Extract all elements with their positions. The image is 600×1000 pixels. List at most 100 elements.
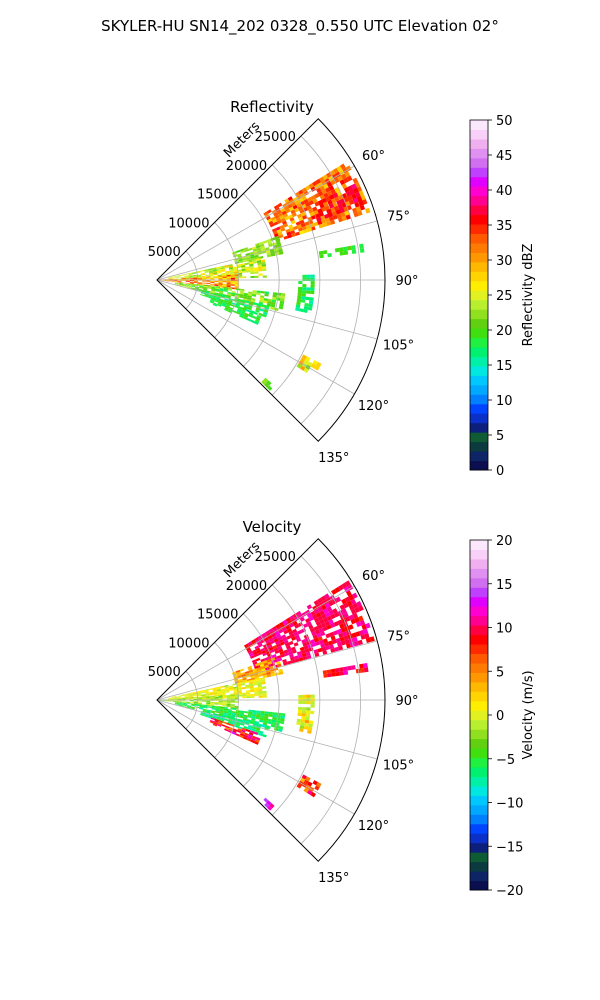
data-cell xyxy=(287,234,293,239)
data-cell xyxy=(200,713,205,716)
data-cell xyxy=(226,277,231,280)
colorbar-swatch xyxy=(470,587,488,598)
data-cell xyxy=(199,706,204,708)
data-cell xyxy=(299,616,306,622)
data-cell xyxy=(279,300,285,305)
data-cell xyxy=(238,276,243,279)
data-cell xyxy=(241,673,246,677)
data-cell xyxy=(239,712,245,715)
data-cell xyxy=(182,704,188,706)
data-cell xyxy=(266,658,272,663)
data-cell xyxy=(271,719,277,723)
data-cell xyxy=(239,733,245,737)
colorbar-tick-label: −15 xyxy=(496,840,523,855)
data-cell xyxy=(301,215,308,220)
data-cell xyxy=(357,639,363,646)
data-cell xyxy=(248,709,253,713)
data-cell xyxy=(264,715,269,719)
data-cell xyxy=(229,271,234,274)
data-cell xyxy=(246,256,251,260)
data-cell xyxy=(306,694,311,698)
angle-tick-label: 105° xyxy=(383,759,414,774)
data-cell xyxy=(321,613,327,620)
data-cell xyxy=(236,673,242,677)
data-cell xyxy=(306,701,311,705)
colorbar-swatch xyxy=(470,394,488,405)
data-cell xyxy=(335,671,341,677)
data-cell xyxy=(279,720,285,725)
data-cell xyxy=(305,776,311,782)
data-cell xyxy=(240,299,246,303)
data-cell xyxy=(212,296,217,299)
data-cell xyxy=(189,280,194,282)
data-cell xyxy=(184,693,189,695)
data-cell xyxy=(285,617,291,623)
data-cell xyxy=(312,198,318,204)
colorbar-swatch xyxy=(470,653,488,664)
data-cell xyxy=(241,268,246,272)
data-cell xyxy=(323,192,329,199)
data-cell xyxy=(209,274,214,276)
data-cell xyxy=(339,251,345,256)
data-cell xyxy=(192,694,197,696)
data-cell xyxy=(210,281,215,284)
data-cell xyxy=(237,298,242,302)
data-cell xyxy=(202,277,207,279)
data-cell xyxy=(268,637,274,642)
data-cell xyxy=(253,653,259,658)
data-cell xyxy=(315,213,321,219)
data-cell xyxy=(223,707,229,709)
data-cell xyxy=(217,304,222,307)
data-cell xyxy=(330,613,336,620)
angle-gridline xyxy=(156,279,378,340)
data-cell xyxy=(211,286,216,289)
data-cell xyxy=(233,676,238,680)
data-cell xyxy=(213,721,219,725)
colorbar-swatch xyxy=(470,568,488,579)
data-cell xyxy=(173,701,178,703)
data-cell xyxy=(168,698,173,699)
data-cell xyxy=(232,683,237,686)
data-cell xyxy=(340,640,346,646)
data-cell xyxy=(227,293,232,296)
data-cell xyxy=(211,708,216,710)
data-cell xyxy=(258,661,264,666)
data-cell xyxy=(233,254,238,258)
data-cell xyxy=(176,276,181,278)
data-cell xyxy=(292,613,299,619)
colorbar-swatch xyxy=(470,365,488,376)
data-cell xyxy=(222,714,228,717)
data-cell xyxy=(174,283,179,285)
data-cell xyxy=(184,273,189,275)
data-cell xyxy=(244,670,250,674)
data-cell xyxy=(272,712,278,716)
data-cell xyxy=(298,189,304,195)
data-cell xyxy=(238,274,243,277)
data-cell xyxy=(211,705,216,708)
data-cell xyxy=(260,710,265,714)
data-cell xyxy=(263,211,269,216)
data-cell xyxy=(352,612,359,619)
data-cell xyxy=(261,686,267,689)
data-cell xyxy=(208,295,213,298)
data-cell xyxy=(210,704,215,706)
data-cell xyxy=(216,689,222,692)
data-cell xyxy=(272,218,278,224)
data-cell xyxy=(240,263,246,266)
data-cell xyxy=(181,277,186,279)
data-cell xyxy=(240,290,245,293)
data-cell xyxy=(243,247,249,251)
data-cell xyxy=(188,273,193,275)
data-cell xyxy=(226,283,231,286)
data-cell xyxy=(221,269,226,272)
data-cell xyxy=(205,694,210,696)
data-cell xyxy=(288,650,293,656)
data-cell xyxy=(278,725,284,730)
data-cell xyxy=(306,621,312,627)
data-cell xyxy=(253,267,259,270)
data-cell xyxy=(248,651,253,656)
data-cell xyxy=(278,248,283,253)
data-cell xyxy=(182,285,187,287)
data-cell xyxy=(246,317,252,322)
data-cell xyxy=(365,622,371,629)
